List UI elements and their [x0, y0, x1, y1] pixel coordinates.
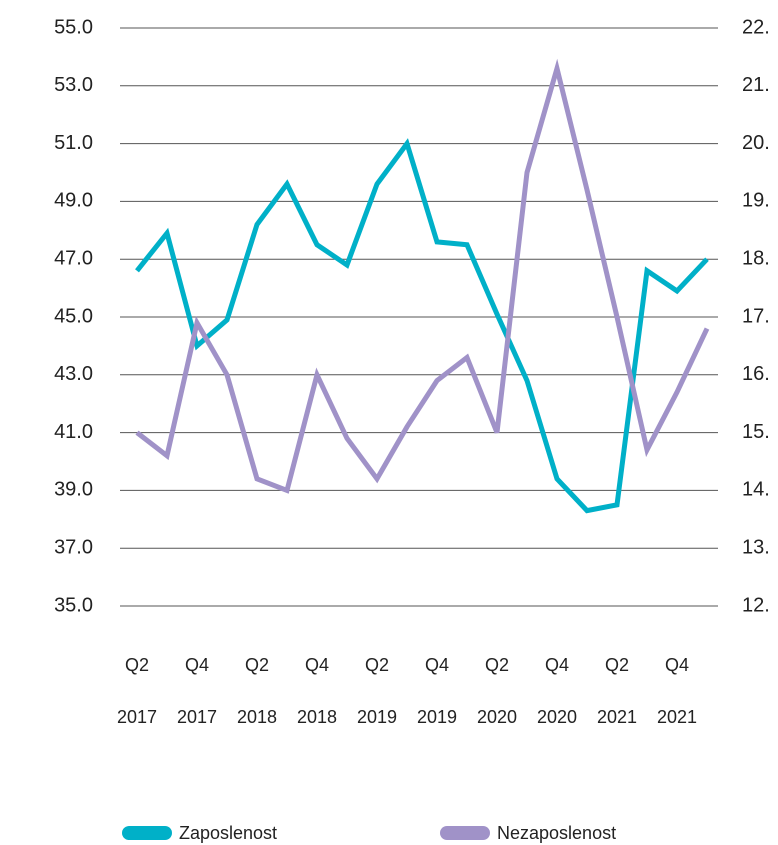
x-tick-label: Q2	[125, 655, 149, 675]
x-tick-label: 2017	[177, 707, 217, 727]
x-tick-label: 2018	[297, 707, 337, 727]
x-tick-label: Q4	[425, 655, 449, 675]
y2-tick-label: 20.	[742, 132, 770, 154]
y-tick-label: 37.0	[54, 536, 93, 558]
y2-tick-label: 18.	[742, 247, 770, 269]
y2-tick-label: 15.	[742, 421, 770, 443]
y2-tick-label: 17.	[742, 305, 770, 327]
legend-label: Zaposlenost	[179, 823, 277, 843]
legend-swatch	[440, 826, 490, 840]
x-tick-label: 2020	[477, 707, 517, 727]
x-tick-label: Q2	[485, 655, 509, 675]
x-tick-label: 2021	[597, 707, 637, 727]
x-tick-label: 2019	[417, 707, 457, 727]
x-tick-label: 2019	[357, 707, 397, 727]
y2-tick-label: 22.	[742, 16, 770, 38]
x-tick-label: Q2	[605, 655, 629, 675]
y-tick-label: 55.0	[54, 16, 93, 38]
y2-tick-label: 13.	[742, 536, 770, 558]
y2-tick-label: 19.	[742, 190, 770, 212]
x-tick-label: Q4	[185, 655, 209, 675]
x-tick-label: Q4	[665, 655, 689, 675]
x-tick-label: 2017	[117, 707, 157, 727]
y-tick-label: 35.0	[54, 594, 93, 616]
x-tick-label: Q4	[545, 655, 569, 675]
x-tick-label: 2021	[657, 707, 697, 727]
x-tick-label: Q4	[305, 655, 329, 675]
x-tick-label: 2018	[237, 707, 277, 727]
y-tick-label: 39.0	[54, 479, 93, 501]
y-tick-label: 45.0	[54, 305, 93, 327]
line	[135, 138, 709, 514]
y2-tick-label: 16.	[742, 363, 770, 385]
legend-label: Nezaposlenost	[497, 823, 616, 843]
x-tick-label: Q2	[365, 655, 389, 675]
line	[135, 58, 710, 494]
y-tick-label: 43.0	[54, 363, 93, 385]
y2-tick-label: 12.	[742, 594, 770, 616]
y-tick-label: 49.0	[54, 190, 93, 212]
legend-swatch	[122, 826, 172, 840]
x-tick-label: Q2	[245, 655, 269, 675]
y-tick-label: 41.0	[54, 421, 93, 443]
y2-tick-label: 21.	[742, 74, 770, 96]
x-tick-label: 2020	[537, 707, 577, 727]
y-tick-label: 47.0	[54, 247, 93, 269]
y2-tick-label: 14.	[742, 479, 770, 501]
y-tick-label: 51.0	[54, 132, 93, 154]
y-tick-label: 53.0	[54, 74, 93, 96]
